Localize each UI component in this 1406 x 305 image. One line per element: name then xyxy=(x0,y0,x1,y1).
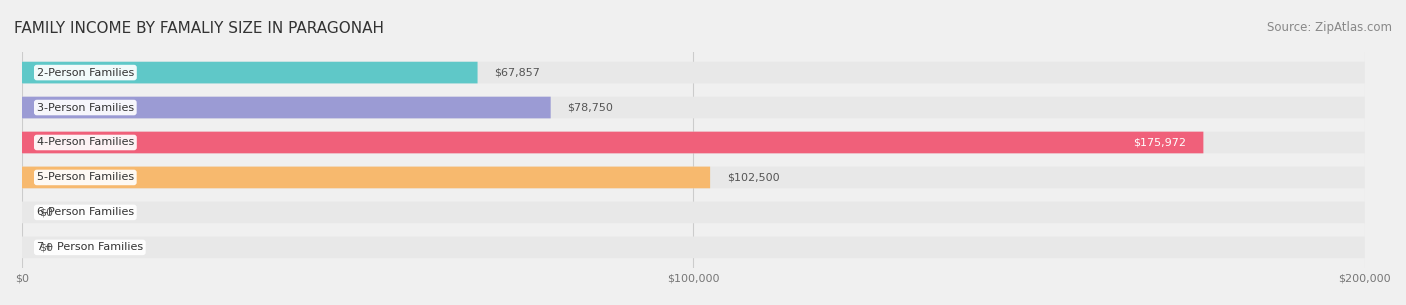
FancyBboxPatch shape xyxy=(22,167,1365,188)
Text: 5-Person Families: 5-Person Families xyxy=(37,172,134,182)
Text: $102,500: $102,500 xyxy=(727,172,779,182)
FancyBboxPatch shape xyxy=(22,132,1365,153)
Text: $0: $0 xyxy=(39,242,53,252)
Text: 2-Person Families: 2-Person Families xyxy=(37,68,134,77)
FancyBboxPatch shape xyxy=(22,167,710,188)
Text: 4-Person Families: 4-Person Families xyxy=(37,138,134,148)
FancyBboxPatch shape xyxy=(22,237,1365,258)
FancyBboxPatch shape xyxy=(22,97,551,118)
Text: $78,750: $78,750 xyxy=(568,102,613,113)
Text: $67,857: $67,857 xyxy=(495,68,540,77)
Text: $175,972: $175,972 xyxy=(1133,138,1187,148)
Text: 6-Person Families: 6-Person Families xyxy=(37,207,134,217)
FancyBboxPatch shape xyxy=(22,62,1365,83)
FancyBboxPatch shape xyxy=(22,132,1204,153)
Text: $0: $0 xyxy=(39,207,53,217)
FancyBboxPatch shape xyxy=(22,202,1365,223)
Text: 3-Person Families: 3-Person Families xyxy=(37,102,134,113)
FancyBboxPatch shape xyxy=(22,62,478,83)
Text: Source: ZipAtlas.com: Source: ZipAtlas.com xyxy=(1267,21,1392,34)
Text: 7+ Person Families: 7+ Person Families xyxy=(37,242,143,252)
Text: FAMILY INCOME BY FAMALIY SIZE IN PARAGONAH: FAMILY INCOME BY FAMALIY SIZE IN PARAGON… xyxy=(14,21,384,36)
FancyBboxPatch shape xyxy=(22,97,1365,118)
